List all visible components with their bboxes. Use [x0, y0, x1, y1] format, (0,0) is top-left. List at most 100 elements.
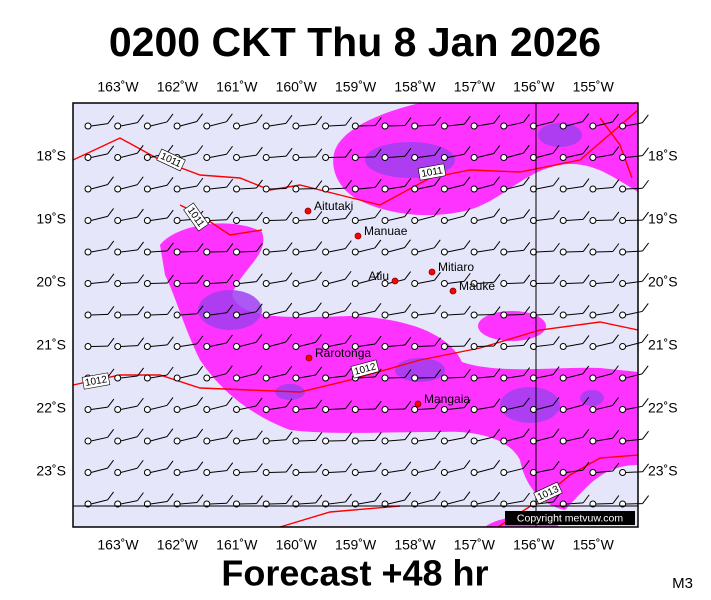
- barb-station: [292, 122, 300, 130]
- wind-barb: [292, 432, 323, 445]
- barb-station: [262, 154, 270, 161]
- barb-station: [440, 406, 448, 413]
- wind-barb: [619, 463, 649, 476]
- barb-station: [143, 217, 151, 224]
- barb-feather: [404, 461, 412, 471]
- barb-feather: [196, 243, 204, 252]
- barb-staff: [566, 312, 584, 316]
- barb-staff: [150, 250, 168, 253]
- barb-feather: [345, 179, 352, 189]
- barb-staff: [476, 184, 494, 190]
- wind-barb: [262, 272, 293, 287]
- wind-barb: [500, 337, 531, 350]
- barb-feather: [285, 147, 293, 157]
- wind-barb: [351, 209, 382, 224]
- wind-barb: [233, 303, 263, 319]
- wind-barb: [351, 432, 382, 445]
- wind-barb: [381, 117, 412, 130]
- barb-station: [411, 406, 419, 413]
- barb-feather: [196, 494, 204, 503]
- barb-feather: [433, 491, 441, 500]
- wind-barb: [322, 240, 352, 256]
- wind-barb: [530, 177, 560, 193]
- wind-barb: [143, 209, 174, 224]
- barb-staff: [298, 156, 316, 158]
- barb-feather: [612, 113, 619, 123]
- barb-feather: [493, 491, 501, 501]
- barb-feather: [612, 397, 619, 406]
- barb-feather: [107, 240, 115, 250]
- barb-feather: [315, 180, 323, 189]
- barb-feather: [493, 398, 501, 407]
- island: [449, 287, 457, 295]
- barb-station: [351, 437, 359, 445]
- barb-staff: [447, 467, 465, 473]
- wind-barb: [500, 274, 531, 287]
- barb-staff: [625, 341, 643, 347]
- barb-feather: [107, 145, 115, 155]
- wind-barb: [440, 429, 471, 445]
- barb-staff: [298, 249, 316, 253]
- barb-station: [559, 374, 567, 382]
- wind-barb: [203, 429, 233, 445]
- barb-station: [292, 185, 300, 193]
- barb-feather: [256, 273, 263, 282]
- isobar-label-box: [156, 148, 186, 172]
- barb-station: [262, 311, 270, 319]
- barb-feather: [642, 147, 649, 156]
- barb-feather: [404, 491, 412, 501]
- barb-feather: [226, 334, 233, 344]
- barb-feather: [226, 243, 234, 252]
- lon-label: 158˚W: [394, 79, 436, 95]
- barb-feather: [137, 208, 144, 218]
- barb-feather: [285, 398, 293, 408]
- barb-staff: [566, 502, 584, 505]
- copyright-box: [505, 511, 635, 525]
- barb-station: [470, 374, 478, 382]
- wind-barb: [589, 334, 619, 350]
- wind-barb: [262, 398, 293, 413]
- barb-feather: [642, 463, 649, 473]
- barb-station: [203, 437, 211, 445]
- barb-feather: [493, 306, 501, 315]
- barb-staff: [477, 122, 494, 127]
- barb-feather: [285, 115, 293, 124]
- barb-station: [262, 122, 270, 130]
- barb-feather: [285, 495, 293, 504]
- barb-staff: [595, 154, 613, 158]
- barb-feather: [374, 432, 382, 441]
- wind-barb: [411, 337, 442, 350]
- barb-station: [173, 406, 181, 413]
- barb-station: [589, 469, 597, 476]
- wind-barb: [619, 303, 649, 319]
- barb-station: [411, 374, 419, 382]
- barb-station: [589, 185, 597, 193]
- barb-feather: [256, 211, 263, 221]
- wind-barb: [619, 211, 649, 224]
- barb-staff: [595, 342, 613, 347]
- barb-station: [233, 374, 240, 382]
- barb-staff: [298, 218, 316, 221]
- barb-staff: [536, 250, 554, 253]
- barb-station: [292, 311, 300, 319]
- barb-feather: [434, 400, 442, 409]
- place-label: Atiu: [368, 269, 389, 283]
- barb-staff: [328, 310, 346, 316]
- barb-staff: [417, 312, 435, 316]
- barb-feather: [404, 400, 412, 410]
- isobar: [497, 454, 639, 528]
- barb-feather: [226, 145, 233, 155]
- island: [304, 207, 312, 215]
- barb-station: [143, 154, 151, 161]
- wind-barb: [233, 211, 263, 224]
- place-label: Rarotonga: [315, 346, 371, 360]
- barb-feather: [315, 271, 322, 281]
- wind-barb: [203, 365, 233, 382]
- barb-staff: [447, 215, 465, 221]
- barb-station: [411, 280, 419, 287]
- barb-staff: [476, 467, 494, 473]
- barb-station: [589, 406, 597, 413]
- barb-feather: [553, 274, 560, 284]
- isobar-label: 1011: [417, 163, 447, 181]
- wind-barb: [411, 146, 441, 161]
